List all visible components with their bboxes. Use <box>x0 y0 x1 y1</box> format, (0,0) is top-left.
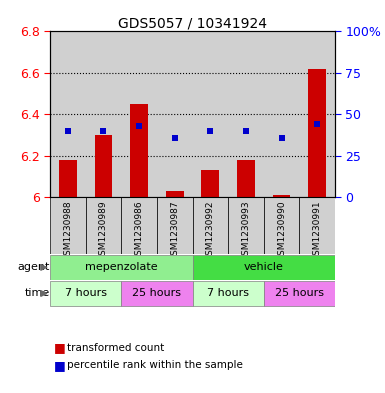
Bar <box>192 31 228 197</box>
Bar <box>166 191 184 197</box>
Bar <box>273 195 290 197</box>
Text: GSM1230986: GSM1230986 <box>135 200 144 261</box>
Bar <box>95 135 112 197</box>
Bar <box>85 31 121 197</box>
Bar <box>237 160 255 197</box>
Text: GSM1230989: GSM1230989 <box>99 200 108 261</box>
Bar <box>50 255 192 280</box>
Text: time: time <box>25 288 50 299</box>
Bar <box>130 104 148 197</box>
Text: GSM1230990: GSM1230990 <box>277 200 286 261</box>
Bar <box>228 197 264 254</box>
Bar <box>121 197 157 254</box>
Bar <box>192 281 264 306</box>
Bar <box>157 197 192 254</box>
Bar <box>121 31 157 197</box>
Text: percentile rank within the sample: percentile rank within the sample <box>67 360 243 371</box>
Bar <box>157 31 192 197</box>
Bar <box>121 281 192 306</box>
Text: GSM1230993: GSM1230993 <box>241 200 250 261</box>
Text: GSM1230987: GSM1230987 <box>170 200 179 261</box>
Bar <box>201 171 219 197</box>
Text: 25 hours: 25 hours <box>132 288 181 299</box>
Bar <box>85 197 121 254</box>
Bar <box>264 281 335 306</box>
Bar <box>300 31 335 197</box>
Text: transformed count: transformed count <box>67 343 165 353</box>
Text: 7 hours: 7 hours <box>207 288 249 299</box>
Bar <box>192 255 335 280</box>
Text: mepenzolate: mepenzolate <box>85 263 157 272</box>
Text: 7 hours: 7 hours <box>65 288 107 299</box>
Text: vehicle: vehicle <box>244 263 284 272</box>
Bar <box>50 197 85 254</box>
Text: agent: agent <box>18 263 50 272</box>
Text: GSM1230991: GSM1230991 <box>313 200 321 261</box>
Text: ■: ■ <box>54 359 66 372</box>
Text: GSM1230988: GSM1230988 <box>64 200 72 261</box>
Text: 25 hours: 25 hours <box>275 288 324 299</box>
Text: ■: ■ <box>54 341 66 354</box>
Bar <box>50 31 85 197</box>
Bar <box>264 31 300 197</box>
Bar <box>50 281 121 306</box>
Title: GDS5057 / 10341924: GDS5057 / 10341924 <box>118 16 267 30</box>
Bar <box>59 160 77 197</box>
Bar <box>192 197 228 254</box>
Bar <box>300 197 335 254</box>
Text: GSM1230992: GSM1230992 <box>206 200 215 261</box>
Bar <box>308 69 326 197</box>
Bar <box>228 31 264 197</box>
Bar <box>264 197 300 254</box>
